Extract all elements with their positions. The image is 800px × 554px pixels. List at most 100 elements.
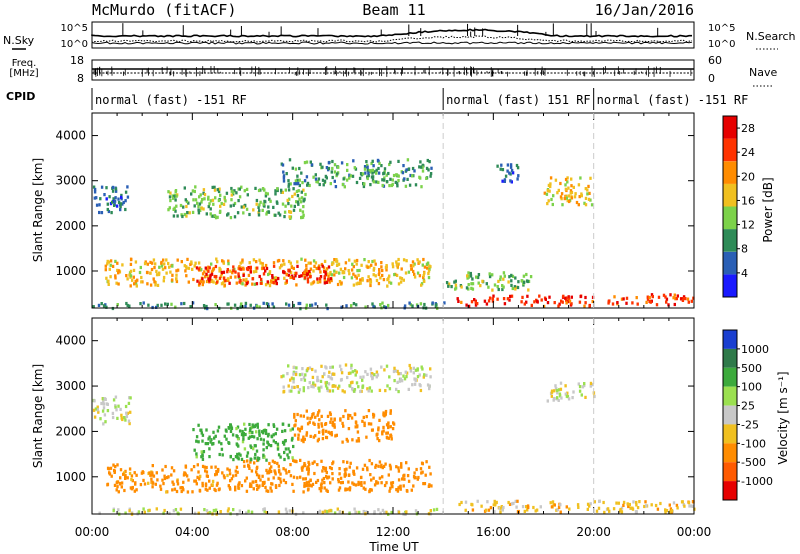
echo-cell — [171, 196, 175, 200]
echo-cell — [331, 389, 335, 393]
echo-cell — [366, 165, 369, 169]
echo-cell — [111, 411, 115, 415]
echo-cell — [303, 437, 306, 441]
echo-cell — [359, 389, 362, 394]
echo-cell — [465, 303, 468, 307]
echo-cell — [580, 192, 583, 196]
echo-cell — [354, 511, 357, 515]
echo-cell — [235, 281, 238, 285]
echo-cell — [622, 503, 625, 507]
echo-cell — [495, 500, 498, 504]
echo-cell — [160, 303, 163, 307]
echo-cell — [296, 194, 300, 198]
echo-cell — [389, 160, 392, 164]
echo-cell — [264, 200, 267, 204]
echo-cell — [314, 173, 317, 177]
echo-cell — [412, 484, 415, 488]
echo-cell — [302, 437, 305, 441]
echo-cell — [408, 363, 411, 368]
cpid-segment-label: normal (fast) -151 RF — [95, 93, 247, 107]
echo-cell — [591, 299, 594, 304]
echo-cell — [203, 275, 207, 279]
echo-cell — [302, 199, 305, 203]
echo-cell — [396, 489, 400, 493]
echo-cell — [109, 259, 113, 263]
echo-cell — [425, 373, 428, 377]
echo-cell — [306, 183, 309, 187]
echo-cell — [282, 374, 285, 378]
echo-cell — [314, 415, 317, 419]
echo-cell — [584, 203, 588, 207]
echo-cell — [562, 294, 565, 298]
echo-cell — [208, 435, 211, 439]
echo-cell — [330, 467, 333, 471]
echo-cell — [330, 273, 334, 277]
echo-cell — [305, 409, 308, 413]
echo-cell — [112, 398, 116, 402]
echo-cell — [194, 261, 197, 265]
echo-cell — [348, 488, 352, 492]
echo-cell — [126, 277, 129, 281]
echo-cell — [287, 423, 291, 427]
echo-cell — [530, 303, 533, 307]
echo-cell — [105, 402, 108, 406]
echo-cell — [382, 278, 386, 282]
power-colorbar-band — [723, 229, 737, 252]
echo-cell — [567, 300, 570, 304]
echo-cell — [511, 171, 515, 175]
echo-cell — [230, 193, 233, 197]
echo-cell — [359, 172, 363, 176]
echo-cell — [104, 268, 107, 272]
echo-cell — [210, 262, 213, 266]
echo-cell — [363, 258, 366, 262]
echo-cell — [302, 440, 305, 444]
echo-cell — [522, 280, 526, 285]
echo-cell — [317, 264, 321, 268]
echo-cell — [287, 184, 290, 188]
echo-cell — [264, 429, 268, 433]
echo-cell — [318, 418, 321, 422]
echo-cell — [257, 486, 260, 490]
echo-cell — [393, 366, 396, 370]
echo-cell — [388, 184, 391, 188]
velocity-colorbar-tick-label: -100 — [741, 437, 766, 450]
echo-cell — [320, 414, 323, 418]
echo-cell — [175, 277, 178, 281]
echo-cell — [371, 171, 374, 175]
echo-cell — [301, 210, 305, 214]
echo-cell — [362, 184, 366, 189]
echo-cell — [326, 388, 329, 393]
echo-cell — [319, 489, 323, 493]
echo-cell — [266, 471, 269, 475]
echo-cell — [298, 388, 302, 392]
echo-cell — [238, 429, 242, 433]
echo-cell — [325, 380, 328, 385]
echo-cell — [411, 304, 414, 308]
echo-cell — [567, 295, 570, 299]
echo-cell — [305, 484, 308, 488]
echo-cell — [324, 467, 328, 471]
echo-cell — [201, 277, 204, 281]
echo-cell — [240, 205, 243, 209]
echo-cell — [386, 384, 389, 388]
echo-cell — [309, 261, 312, 265]
echo-cell — [294, 419, 297, 423]
echo-cell — [411, 260, 415, 264]
echo-cell — [207, 269, 210, 273]
echo-cell — [405, 371, 409, 375]
echo-cell — [386, 431, 389, 435]
echo-cell — [161, 468, 164, 472]
echo-cell — [320, 486, 323, 490]
echo-cell — [355, 276, 358, 280]
echo-cell — [407, 479, 411, 483]
echo-cell — [116, 261, 119, 265]
echo-cell — [357, 437, 360, 441]
echo-cell — [210, 279, 213, 283]
velocity-colorbar-band — [723, 424, 737, 444]
echo-cell — [193, 511, 197, 515]
echo-cell — [385, 510, 388, 514]
echo-cell — [167, 190, 170, 194]
echo-cell — [218, 187, 221, 191]
echo-cell — [212, 280, 215, 284]
